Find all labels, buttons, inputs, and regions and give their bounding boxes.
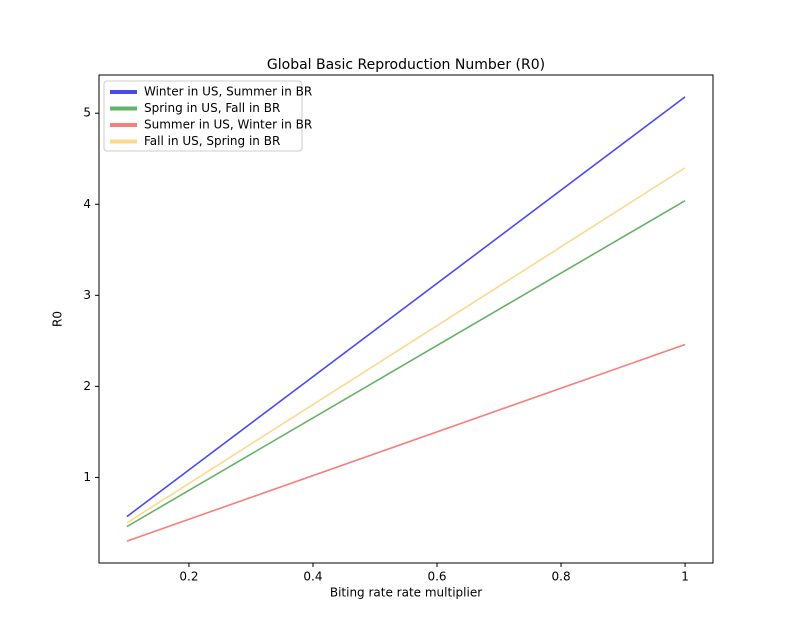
x-tick-label: 1	[681, 570, 689, 584]
x-tick-label: 0.4	[303, 570, 322, 584]
series-line	[126, 343, 686, 542]
y-tick-label: 2	[83, 379, 91, 393]
plot-frame	[98, 74, 714, 564]
chart-title: Global Basic Reproduction Number (R0)	[267, 57, 545, 73]
x-tick-label: 0.6	[427, 570, 446, 584]
legend-label: Spring in US, Fall in BR	[144, 101, 280, 115]
series-line	[126, 199, 686, 528]
y-tick-label: 1	[83, 470, 91, 484]
y-tick-label: 4	[83, 197, 91, 211]
series-line	[126, 167, 686, 524]
legend: Winter in US, Summer in BR Spring in US, …	[103, 80, 312, 152]
legend-box	[103, 80, 303, 152]
x-tick-label: 0.2	[179, 570, 198, 584]
legend-label: Summer in US, Winter in BR	[144, 118, 312, 132]
legend-label: Winter in US, Summer in BR	[144, 85, 312, 99]
y-tick-label: 3	[83, 288, 91, 302]
y-tick-label: 5	[83, 106, 91, 120]
x-tick-label: 0.8	[552, 570, 571, 584]
y-axis-label: R0	[51, 311, 65, 327]
series-line	[126, 96, 686, 518]
legend-label: Fall in US, Spring in BR	[144, 134, 280, 148]
x-axis-label: Biting rate rate multiplier	[330, 586, 482, 600]
